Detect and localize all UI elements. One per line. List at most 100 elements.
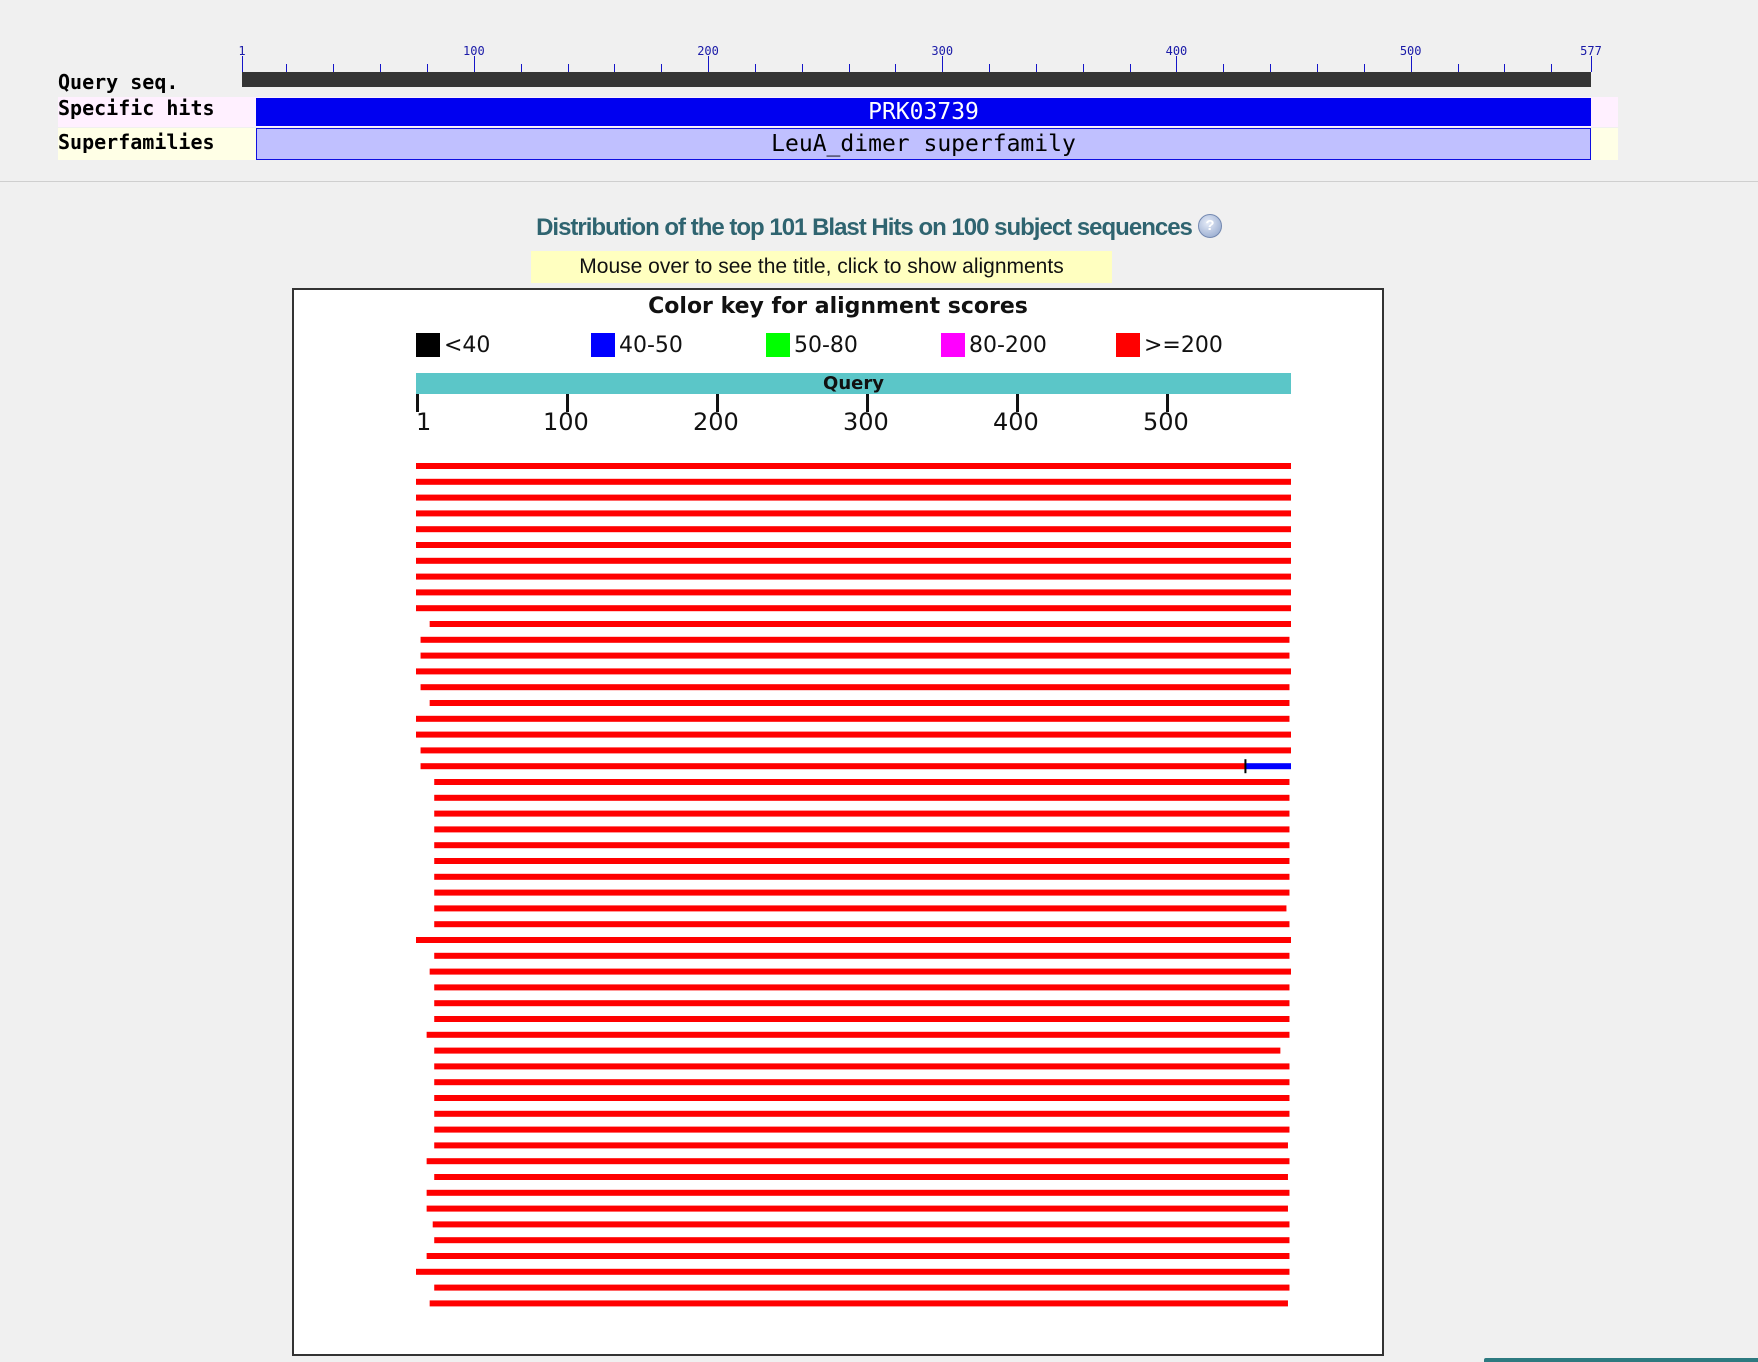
blast-hit-bar[interactable] xyxy=(434,1000,1290,1007)
blast-hit-bar[interactable] xyxy=(429,1300,1288,1307)
blast-hit-bar[interactable] xyxy=(416,715,1290,722)
blast-hit-bar[interactable] xyxy=(416,573,1291,580)
blast-hit-bar[interactable] xyxy=(434,1126,1290,1133)
color-key-swatch xyxy=(766,333,790,357)
color-key-item-40-50: 40-50 xyxy=(591,332,683,358)
help-icon[interactable] xyxy=(1197,214,1222,238)
blast-hits-graphic: Color key for alignment scores <40 40-50… xyxy=(292,288,1384,1356)
ruler-minor-tick xyxy=(661,64,663,72)
hits-ruler-tick xyxy=(866,394,869,412)
blast-hit-bar[interactable] xyxy=(416,589,1291,596)
ruler-major-tick xyxy=(1591,56,1592,72)
blast-hit-bar[interactable] xyxy=(426,1253,1290,1259)
blast-hit-bar[interactable] xyxy=(434,1095,1290,1101)
hits-ruler-tick-label: 400 xyxy=(993,408,1039,436)
color-key-label: <40 xyxy=(444,332,491,358)
blast-hit-bar[interactable] xyxy=(434,1016,1290,1022)
blast-hit-bar[interactable] xyxy=(416,731,1291,738)
blast-hit-bar[interactable] xyxy=(426,1158,1290,1165)
specific-hit-prk03739[interactable]: PRK03739 xyxy=(256,98,1591,126)
hits-ruler-tick-label: 1 xyxy=(416,408,432,436)
query-seq-label: Query seq. xyxy=(58,70,179,94)
blast-hit-bar[interactable] xyxy=(426,1189,1290,1196)
ruler-minor-tick xyxy=(895,64,897,72)
blast-hit-bar[interactable] xyxy=(434,952,1290,959)
blast-hit-bar[interactable] xyxy=(434,826,1290,833)
blast-hit-bar[interactable] xyxy=(434,889,1290,896)
blast-hit-bar[interactable] xyxy=(434,794,1290,801)
blast-hit-bar-segment[interactable] xyxy=(1245,763,1291,770)
blast-hit-bar[interactable] xyxy=(434,984,1290,991)
ruler-major-tick xyxy=(242,56,243,72)
query-ruler: 1 100 200 300 400 500 577 xyxy=(0,0,1758,90)
blast-hit-bar[interactable] xyxy=(434,1079,1290,1086)
blast-hit-bar[interactable] xyxy=(420,763,1246,770)
blast-hit-bar[interactable] xyxy=(416,668,1291,675)
hits-ruler-tick-label: 300 xyxy=(843,408,889,436)
blast-hit-bar[interactable] xyxy=(416,937,1291,943)
blast-hit-bar[interactable] xyxy=(434,858,1290,864)
blast-hit-bar[interactable] xyxy=(429,968,1291,975)
blast-hit-bar[interactable] xyxy=(434,1047,1281,1054)
blast-hit-bar[interactable] xyxy=(429,621,1291,627)
ruler-major-tick xyxy=(473,56,475,72)
blast-hit-bar[interactable] xyxy=(429,700,1290,706)
blast-hit-bar[interactable] xyxy=(420,636,1290,643)
ruler-minor-tick xyxy=(1363,64,1365,72)
blast-hit-bar[interactable] xyxy=(426,1205,1288,1212)
blast-hit-bar[interactable] xyxy=(420,684,1290,691)
ruler-minor-tick xyxy=(1035,64,1037,72)
ruler-tick-label: 100 xyxy=(463,44,485,58)
ruler-minor-tick xyxy=(1129,64,1131,72)
blast-hit-bar[interactable] xyxy=(434,779,1290,785)
blast-hit-bar[interactable] xyxy=(434,873,1290,880)
blast-hit-bar[interactable] xyxy=(416,526,1291,533)
color-key-item-50-80: 50-80 xyxy=(766,332,858,358)
hits-ruler-tick-label: 200 xyxy=(693,408,739,436)
blast-hit-bar[interactable] xyxy=(416,542,1291,548)
blast-hit-bar[interactable] xyxy=(434,1142,1288,1149)
ruler-major-tick xyxy=(1176,56,1178,72)
blast-hit-bar[interactable] xyxy=(426,1031,1290,1038)
color-key-title: Color key for alignment scores xyxy=(648,294,1028,319)
ruler-minor-tick xyxy=(754,64,756,72)
blast-hit-bar[interactable] xyxy=(416,478,1291,485)
blast-hit-bar[interactable] xyxy=(434,905,1287,912)
conserved-domains-panel: Query seq. Specific hits Superfamilies 1… xyxy=(0,0,1758,180)
blast-hit-bar[interactable] xyxy=(416,605,1291,612)
ruler-minor-tick xyxy=(1270,64,1272,72)
ruler-tick-label: 577 xyxy=(1580,44,1602,58)
blast-hit-bar[interactable] xyxy=(416,463,1291,469)
ruler-minor-tick xyxy=(848,64,850,72)
blast-hit-bar[interactable] xyxy=(434,921,1290,928)
blast-hit-bar[interactable] xyxy=(434,1284,1290,1291)
ruler-tick-label: 400 xyxy=(1165,44,1188,58)
blast-hit-bar[interactable] xyxy=(434,810,1290,817)
ruler-major-tick xyxy=(942,56,944,72)
hits-ruler-tick xyxy=(1016,394,1019,412)
ruler-minor-tick xyxy=(1551,64,1553,72)
blast-hit-bar[interactable] xyxy=(416,557,1291,564)
blast-hit-bar[interactable] xyxy=(420,747,1292,754)
ruler-minor-tick xyxy=(1316,64,1318,72)
blast-hit-bar[interactable] xyxy=(434,1174,1288,1180)
blast-hit-bar[interactable] xyxy=(434,1237,1290,1244)
ruler-minor-tick xyxy=(286,64,288,72)
color-key-item-lt40: <40 xyxy=(416,332,490,358)
blast-hit-bar[interactable] xyxy=(420,652,1290,659)
scrollbar-thumb[interactable] xyxy=(1484,1358,1758,1362)
blast-hit-bar[interactable] xyxy=(434,1063,1290,1070)
blast-hit-bar[interactable] xyxy=(434,842,1290,849)
blast-hit-bar[interactable] xyxy=(416,510,1291,517)
color-key-label: 40-50 xyxy=(619,332,683,358)
blast-hit-bar[interactable] xyxy=(432,1221,1290,1228)
blast-hit-bar[interactable] xyxy=(416,1268,1290,1275)
ruler-minor-tick xyxy=(567,64,569,72)
ruler-minor-tick xyxy=(801,64,803,72)
blast-hit-bar[interactable] xyxy=(416,494,1291,501)
ruler-minor-tick xyxy=(427,64,429,72)
blast-hit-bar[interactable] xyxy=(434,1110,1290,1117)
distribution-title-text: Distribution of the top 101 Blast Hits o… xyxy=(536,214,1193,241)
query-band: Query xyxy=(416,373,1291,394)
superfamily-leua-dimer[interactable]: LeuA_dimer superfamily xyxy=(256,128,1591,160)
